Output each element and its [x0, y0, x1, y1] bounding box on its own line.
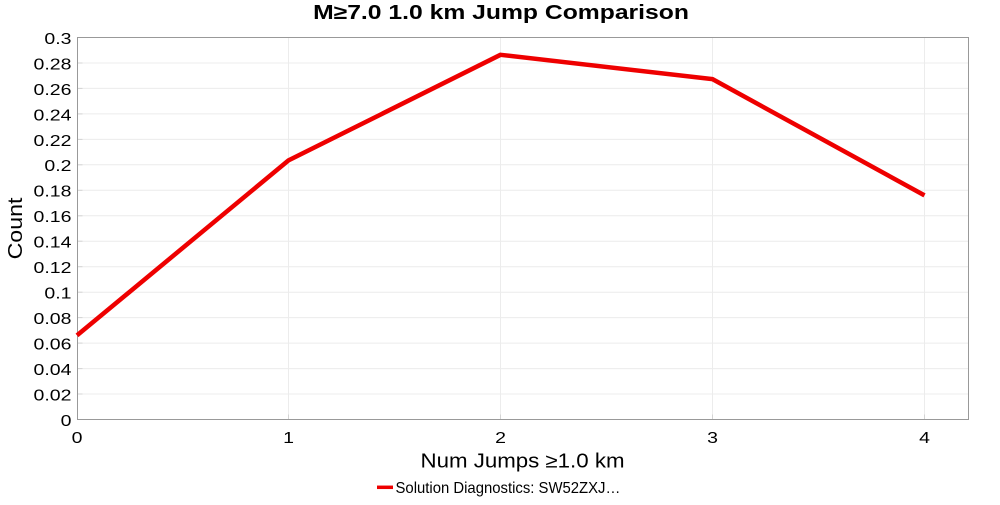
svg-text:0.22: 0.22 [34, 131, 72, 149]
svg-text:Num Jumps ≥1.0 km: Num Jumps ≥1.0 km [420, 450, 624, 472]
svg-text:1: 1 [283, 429, 294, 447]
svg-text:0.04: 0.04 [34, 361, 72, 379]
svg-text:0.26: 0.26 [34, 80, 72, 98]
svg-text:0.14: 0.14 [34, 233, 72, 251]
svg-text:0.24: 0.24 [34, 106, 72, 124]
svg-text:Solution Diagnostics: SW52ZXJ…: Solution Diagnostics: SW52ZXJ… [396, 480, 621, 497]
svg-text:2: 2 [495, 429, 506, 447]
svg-text:0.06: 0.06 [34, 335, 72, 353]
svg-text:0.18: 0.18 [34, 182, 72, 200]
svg-text:0.12: 0.12 [34, 259, 72, 277]
svg-text:0.08: 0.08 [34, 310, 72, 328]
svg-text:3: 3 [707, 429, 718, 447]
svg-text:4: 4 [919, 429, 930, 447]
svg-text:M≥7.0 1.0 km Jump Comparison: M≥7.0 1.0 km Jump Comparison [313, 1, 689, 23]
svg-text:0.2: 0.2 [44, 157, 71, 175]
svg-text:0: 0 [61, 412, 72, 430]
svg-text:0.3: 0.3 [44, 30, 71, 48]
svg-text:0.02: 0.02 [34, 386, 72, 404]
svg-text:Count: Count [4, 198, 27, 260]
svg-text:0: 0 [72, 429, 83, 447]
svg-text:0.1: 0.1 [44, 284, 71, 302]
svg-text:0.16: 0.16 [34, 208, 72, 226]
svg-text:0.28: 0.28 [34, 55, 72, 73]
